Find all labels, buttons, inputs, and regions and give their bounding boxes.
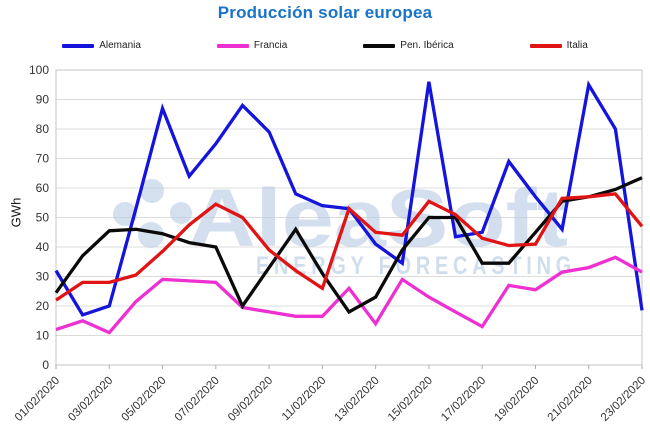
legend-label-italia: Italia [566, 40, 588, 51]
watermark-logo-dot [113, 202, 137, 226]
x-tick-label: 03/02/2020 [66, 375, 115, 424]
legend-label-alemania: Alemania [99, 40, 141, 51]
y-tick-label: 30 [36, 270, 50, 284]
y-tick-label: 0 [42, 358, 49, 372]
legend-label-pen-iberica: Pen. Ibérica [400, 40, 454, 51]
x-tick-label: 15/02/2020 [386, 375, 435, 424]
y-tick-label: 10 [36, 329, 50, 343]
legend-label-francia: Francia [253, 40, 288, 51]
legend-item-alemania: Alemania [62, 40, 141, 51]
x-tick-label: 13/02/2020 [333, 375, 382, 424]
y-tick-label: 100 [29, 63, 49, 77]
x-tick-label: 05/02/2020 [119, 375, 168, 424]
x-tick-label: 11/02/2020 [280, 375, 329, 424]
y-tick-label: 40 [36, 240, 50, 254]
y-tick-label: 50 [36, 211, 50, 225]
gridlines [55, 69, 643, 366]
legend-item-francia: Francia [216, 40, 288, 51]
y-tick-label: 20 [36, 299, 50, 313]
watermark-logo-dot [170, 202, 192, 224]
line-francia [55, 255, 643, 335]
series-lines [54, 80, 644, 335]
watermark-text-aleasoft: AleaSoft [188, 173, 568, 264]
chart-title: Producción solar europea [217, 3, 433, 22]
x-tick-label: 07/02/2020 [173, 375, 222, 424]
x-tick-label: 17/02/2020 [439, 375, 488, 424]
line-pen-ib-rica [54, 176, 643, 315]
line-italia [55, 192, 644, 302]
aleasoft-watermark: AleaSoft ENERGY FORECASTING [113, 173, 576, 280]
x-tick-label: 23/02/2020 [599, 375, 648, 424]
alemania-line-swatch [62, 43, 95, 48]
legend-item-pen-iberica: Pen. Ibérica [363, 40, 454, 51]
x-tick-label: 21/02/2020 [546, 375, 595, 424]
y-tick-label: 90 [36, 93, 50, 107]
legend-item-italia: Italia [529, 40, 588, 51]
pen-iberica-line-swatch [363, 43, 396, 48]
italia-line-swatch [529, 43, 562, 48]
y-tick-label: 80 [36, 122, 50, 136]
watermark-logo-dot [138, 222, 164, 248]
watermark-text-energy-forecasting: ENERGY FORECASTING [256, 252, 576, 280]
x-tick-label: 19/02/2020 [492, 375, 541, 424]
x-tick-label: 09/02/2020 [226, 375, 275, 424]
y-tick-label: 60 [36, 181, 50, 195]
francia-line-swatch [216, 43, 249, 48]
watermark-logo-dot [140, 179, 164, 203]
y-tick-label: 70 [36, 152, 50, 166]
chart-legend: Alemania Francia Pen. Ibérica Italia [0, 40, 650, 51]
x-tick-label: 01/02/2020 [13, 375, 62, 424]
